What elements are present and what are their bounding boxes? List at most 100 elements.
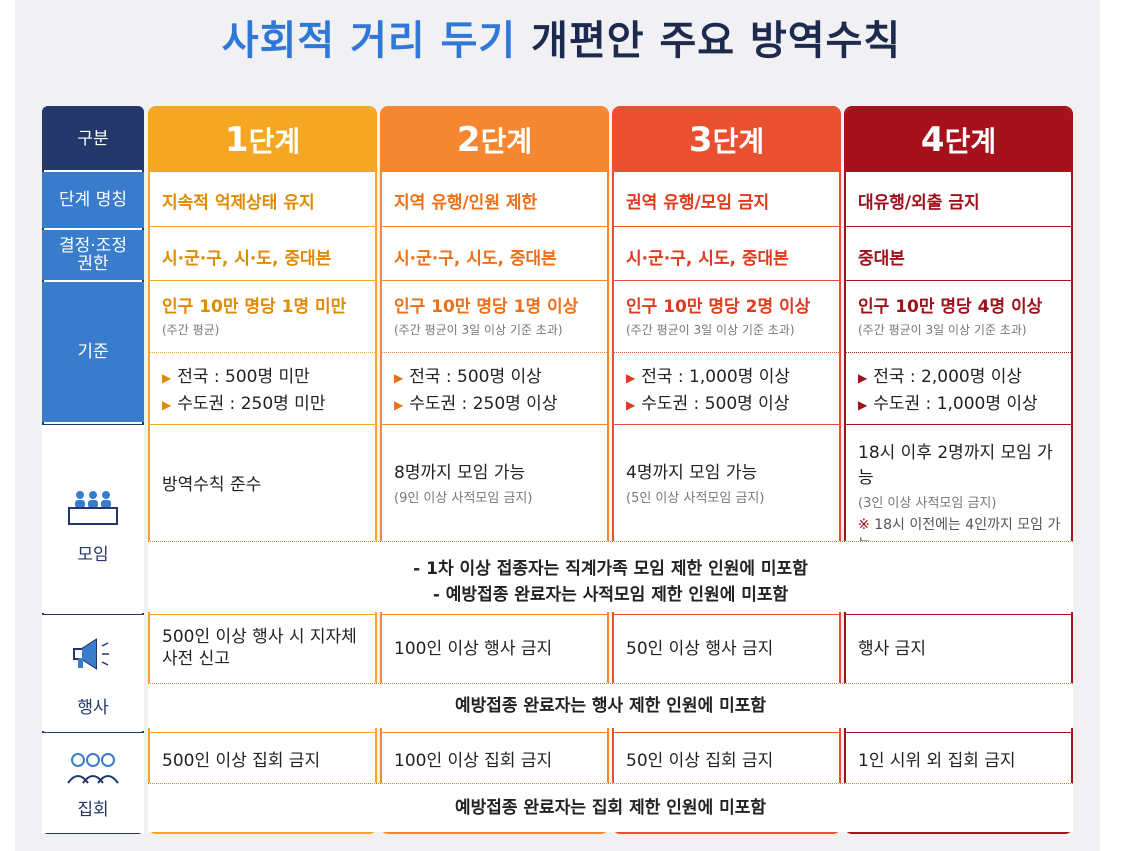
label-authority: 결정·조정 권한 (42, 230, 144, 280)
stage-name: 대유행/외출 금지 (858, 193, 980, 213)
divider (150, 424, 375, 425)
stage-criteria-block: 인구 10만 명당 1명 이상 (주간 평균이 3일 이상 기준 초과) (394, 292, 604, 338)
divider (382, 226, 607, 227)
triangle-bullet-icon: ▶ (394, 398, 404, 412)
stage-threshold-block: ▶ 전국 : 500명 이상 ▶ 수도권 : 250명 이상 (394, 364, 604, 418)
stage-gathering-block: 8명까지 모임 가능 (9인 이상 사적모임 금지) (394, 458, 604, 506)
stage-threshold-block: ▶ 전국 : 1,000명 이상 ▶ 수도권 : 500명 이상 (626, 364, 836, 418)
label-gubun: 구분 (42, 108, 144, 170)
stage-unit: 단계 (480, 125, 533, 158)
divider (614, 732, 839, 733)
divider (846, 424, 1071, 425)
divider (846, 614, 1071, 615)
stage-assembly: 50인 이상 집회 금지 (626, 751, 774, 771)
triangle-bullet-icon: ▶ (162, 371, 172, 385)
triangle-bullet-icon: ▶ (626, 398, 636, 412)
divider (846, 732, 1071, 733)
label-assembly-cell: 집회 (42, 732, 144, 833)
stage-event: 행사 금지 (858, 639, 926, 659)
divider (150, 732, 375, 733)
stage-gathering-block: 18시 이후 2명까지 모임 가능 (3인 이상 사적모임 금지) ※ 18시 … (858, 438, 1068, 554)
divider (614, 424, 839, 425)
label-event: 행사 (77, 698, 109, 718)
gathering-note-2: - 예방접종 완료자는 사적모임 제한 인원에 미포함 (432, 585, 789, 605)
divider (846, 280, 1071, 281)
stage-unit: 단계 (944, 125, 997, 158)
triangle-bullet-icon: ▶ (858, 371, 868, 385)
triangle-bullet-icon: ▶ (394, 371, 404, 385)
stage-number: 4 (920, 120, 945, 160)
stage-criteria-block: 인구 10만 명당 4명 이상 (주간 평균이 3일 이상 기준 초과) (858, 292, 1068, 338)
stage-capital: 수도권 : 1,000명 이상 (873, 394, 1038, 414)
gathering-note-row: - 1차 이상 접종자는 직계가족 모임 제한 인원에 미포함 - 예방접종 완… (148, 541, 1073, 612)
stage-gathering-extra-mark: ※ (858, 517, 870, 533)
stage-name: 지역 유행/인원 제한 (394, 193, 538, 213)
stage-unit: 단계 (712, 125, 765, 158)
divider (382, 614, 607, 615)
stage-event: 500인 이상 행사 시 지자체 사전 신고 (162, 627, 357, 669)
divider (614, 352, 839, 353)
triangle-bullet-icon: ▶ (626, 371, 636, 385)
stage-unit: 단계 (248, 125, 301, 158)
megaphone-icon (73, 638, 109, 670)
event-note-row: 예방접종 완료자는 행사 제한 인원에 미포함 (148, 683, 1073, 728)
stage-2-column: 2 단계 지역 유행/인원 제한 시·군·구, 시도, 중대본 인구 10만 명당… (380, 106, 609, 834)
stage-criteria-note: (주간 평균이 3일 이상 기준 초과) (858, 323, 1027, 337)
stage-header: 1 단계 (150, 108, 375, 172)
divider (846, 226, 1071, 227)
people-at-table-icon (68, 491, 118, 525)
label-criteria: 기준 (42, 282, 144, 422)
stage-gathering-note: (9인 이상 사적모임 금지) (394, 491, 533, 506)
divider (614, 614, 839, 615)
label-assembly: 집회 (77, 800, 109, 820)
stage-criteria-note: (주간 평균이 3일 이상 기준 초과) (394, 323, 563, 337)
stage-gathering: 18시 이후 2명까지 모임 가능 (858, 443, 1053, 488)
stage-nation: 전국 : 1,000명 이상 (641, 367, 791, 387)
stage-capital: 수도권 : 250명 이상 (409, 394, 558, 414)
gathering-note-1: - 1차 이상 접종자는 직계가족 모임 제한 인원에 미포함 (413, 559, 808, 579)
stage-header: 3 단계 (614, 108, 839, 172)
stage-number: 1 (224, 120, 249, 160)
stage-capital: 수도권 : 250명 미만 (177, 394, 326, 414)
stage-criteria-note: (주간 평균이 3일 이상 기준 초과) (626, 323, 795, 337)
stage-criteria: 인구 10만 명당 4명 이상 (858, 297, 1043, 317)
stage-gathering: 4명까지 모임 가능 (626, 463, 758, 483)
stage-criteria: 인구 10만 명당 1명 미만 (162, 297, 347, 317)
divider (382, 280, 607, 281)
divider (846, 352, 1071, 353)
stage-authority: 시·군·구, 시도, 중대본 (394, 249, 557, 269)
divider (150, 226, 375, 227)
stage-event: 50인 이상 행사 금지 (626, 639, 774, 659)
stage-criteria: 인구 10만 명당 2명 이상 (626, 297, 811, 317)
stage-authority: 중대본 (858, 249, 905, 269)
divider (614, 226, 839, 227)
divider (382, 732, 607, 733)
label-event-cell: 행사 (42, 614, 144, 731)
stage-number: 2 (456, 120, 481, 160)
crowd-icon (67, 753, 119, 784)
title-part2: 개편안 주요 방역수칙 (531, 18, 902, 64)
stage-nation: 전국 : 500명 미만 (177, 367, 310, 387)
divider (382, 352, 607, 353)
stage-gathering-note: (3인 이상 사적모임 금지) (858, 496, 997, 511)
stage-criteria: 인구 10만 명당 1명 이상 (394, 297, 579, 317)
stage-nation: 전국 : 500명 이상 (409, 367, 542, 387)
stage-name: 권역 유행/모임 금지 (626, 193, 770, 213)
divider (382, 424, 607, 425)
label-stage-name: 단계 명칭 (42, 172, 144, 228)
divider (614, 280, 839, 281)
stage-assembly: 1인 시위 외 집회 금지 (858, 751, 1016, 771)
label-gathering-cell: 모임 (42, 424, 144, 613)
stage-gathering: 방역수칙 준수 (162, 475, 262, 495)
stage-assembly: 100인 이상 집회 금지 (394, 751, 553, 771)
stage-criteria-note: (주간 평균) (162, 323, 220, 337)
stage-criteria-block: 인구 10만 명당 1명 미만 (주간 평균) (162, 292, 372, 338)
triangle-bullet-icon: ▶ (162, 398, 172, 412)
stage-authority: 시·군·구, 시·도, 중대본 (162, 249, 332, 269)
triangle-bullet-icon: ▶ (858, 398, 868, 412)
divider (150, 614, 375, 615)
label-gathering: 모임 (77, 545, 109, 565)
stage-gathering: 8명까지 모임 가능 (394, 463, 526, 483)
stage-number: 3 (688, 120, 713, 160)
stage-gathering-block: 방역수칙 준수 (162, 470, 372, 499)
